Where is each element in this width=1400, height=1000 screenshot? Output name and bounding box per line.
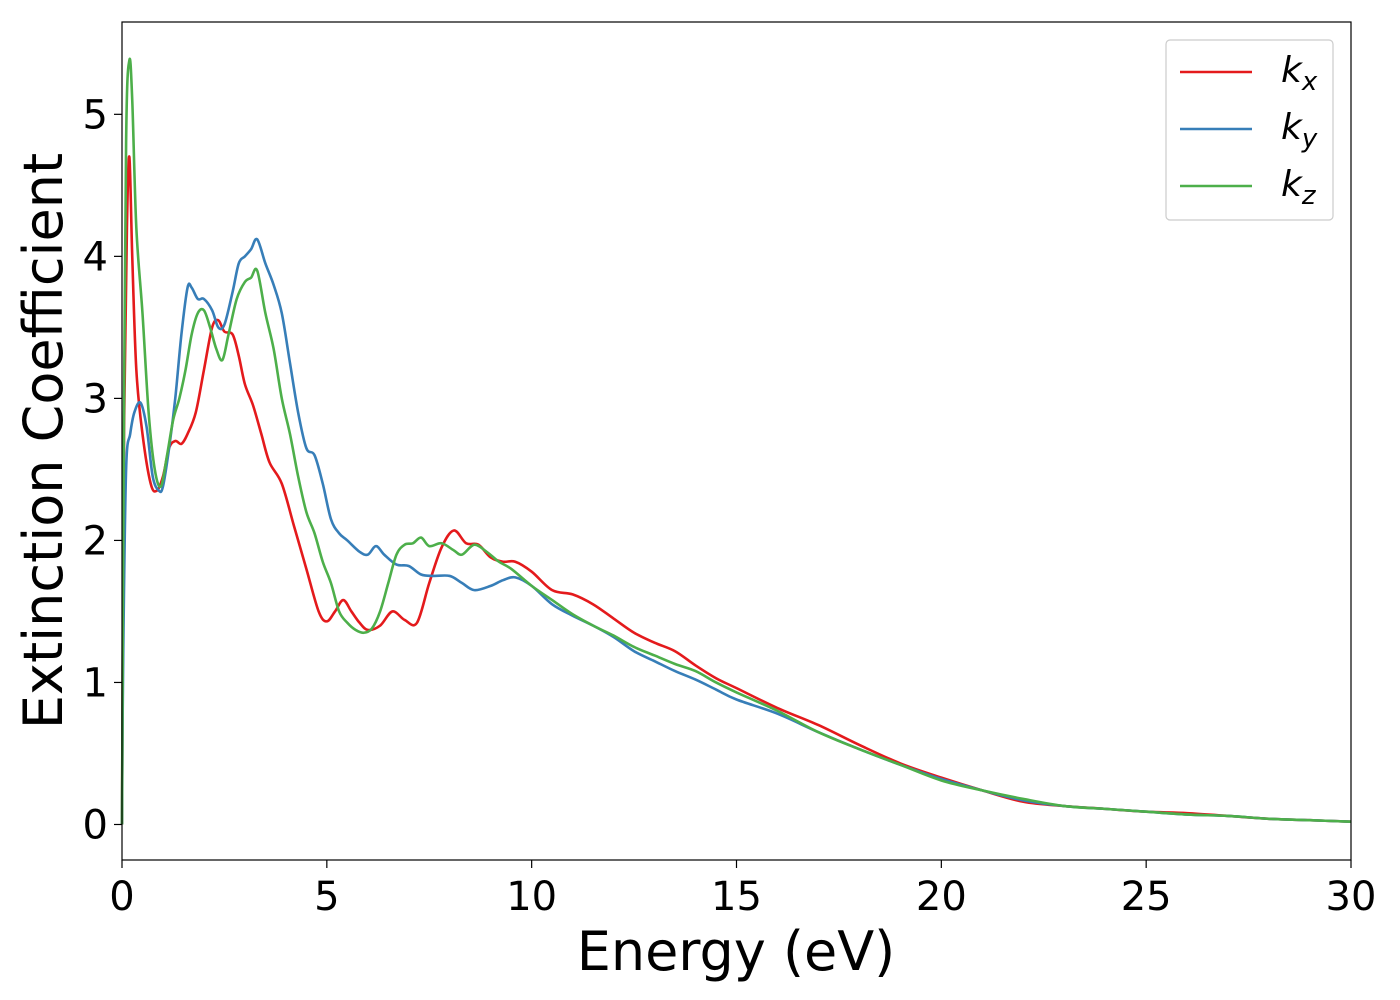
y-tick-label: 1 [83,660,108,706]
x-axis: 0 5 10 15 20 25 30 [109,860,1376,920]
x-tick-label: 25 [1121,874,1172,920]
plot-background [122,22,1351,860]
y-tick-label: 3 [83,376,108,422]
x-tick-label: 20 [916,874,967,920]
legend: kx ky kz [1165,39,1334,221]
y-tick-label: 0 [83,802,108,848]
x-tick-label: 30 [1326,874,1377,920]
x-tick-label: 0 [109,874,134,920]
x-tick-label: 15 [711,874,762,920]
y-tick-label: 2 [83,518,108,564]
legend-label-kx: kx [1281,50,1318,97]
series-layer [120,57,1352,825]
legend-label-kz: kz [1281,164,1317,211]
x-tick-label: 10 [506,874,557,920]
x-tick-label: 5 [314,874,339,920]
y-axis: 0 1 2 3 4 5 [83,92,122,848]
y-axis-title: Extinction Coefficient [12,153,75,729]
y-tick-label: 4 [83,234,108,280]
series-line-kz [120,57,1352,825]
y-tick-label: 5 [83,92,108,138]
x-axis-title: Energy (eV) [577,920,896,983]
legend-label-ky: ky [1281,107,1318,154]
